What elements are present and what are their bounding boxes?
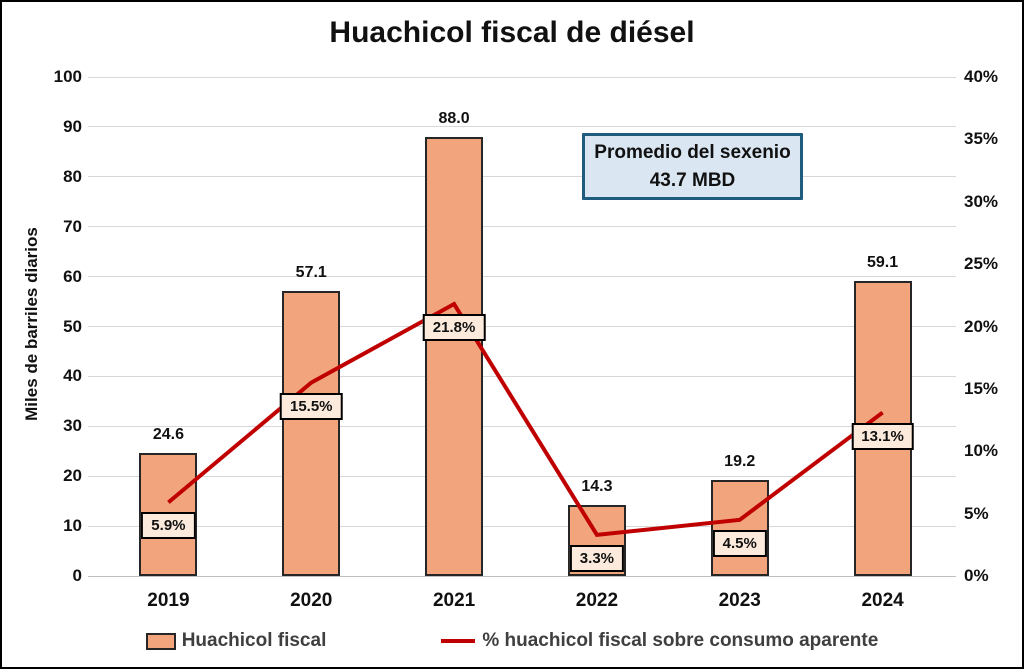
y-left-tick-label: 70 bbox=[63, 216, 82, 236]
y-right-tick-label: 40% bbox=[964, 67, 999, 86]
pct-label: 3.3% bbox=[569, 544, 625, 572]
gridline bbox=[88, 375, 956, 377]
y-left-tick-label: 40 bbox=[63, 366, 82, 386]
y-right-tick-label: 10% bbox=[964, 441, 999, 461]
y-left-tick-label: 30 bbox=[63, 416, 82, 436]
bar-value-label: 88.0 bbox=[438, 109, 470, 127]
bar-2023 bbox=[710, 480, 769, 576]
bar-value-label: 24.6 bbox=[152, 426, 184, 444]
y-left-tick-label: 0 bbox=[72, 566, 82, 585]
y-left-tick-label: 10 bbox=[63, 516, 82, 536]
y-right-tick-label: 25% bbox=[964, 254, 999, 274]
y-right-tick-label: 15% bbox=[964, 378, 999, 398]
x-axis-label: 2020 bbox=[290, 590, 333, 611]
gridline bbox=[88, 525, 956, 527]
legend-item-bars: Huachicol fiscal bbox=[145, 630, 327, 652]
bar-2021 bbox=[425, 136, 484, 576]
bar-2020 bbox=[282, 291, 341, 576]
y-left-tick-label: 90 bbox=[63, 116, 82, 136]
gridline bbox=[88, 276, 956, 278]
bar-swatch-icon bbox=[145, 632, 176, 650]
bar-value-label: 57.1 bbox=[295, 264, 327, 282]
y-left-tick-label: 60 bbox=[63, 266, 82, 286]
y-left-tick-label: 50 bbox=[63, 316, 82, 336]
y-right-tick-label: 5% bbox=[964, 503, 989, 523]
bar-value-label: 19.2 bbox=[724, 453, 756, 471]
y-right-tick-label: 20% bbox=[964, 316, 999, 336]
bar-value-label: 14.3 bbox=[581, 477, 613, 495]
y-right-tick-label: 0% bbox=[964, 566, 989, 585]
y-left-tick-label: 80 bbox=[63, 166, 82, 186]
gridline bbox=[88, 425, 956, 427]
pct-label: 15.5% bbox=[279, 392, 343, 420]
y-right-tick-label: 35% bbox=[964, 129, 999, 149]
x-axis-label: 2024 bbox=[861, 590, 904, 611]
pct-label: 4.5% bbox=[712, 529, 767, 557]
bar-value-label: 59.1 bbox=[867, 254, 899, 272]
annotation-line2: 43.7 MBD bbox=[649, 169, 736, 191]
pct-label: 13.1% bbox=[851, 422, 914, 450]
annotation-line1: Promedio del sexenio bbox=[594, 141, 791, 163]
x-axis-label: 2021 bbox=[432, 590, 476, 611]
legend-label-bars: Huachicol fiscal bbox=[181, 630, 327, 651]
y-right-tick-label: 30% bbox=[964, 191, 999, 211]
pct-label: 5.9% bbox=[141, 512, 196, 540]
x-axis-label: 2019 bbox=[147, 590, 190, 611]
annotation-box: Promedio del sexenio 43.7 MBD bbox=[582, 133, 803, 200]
y-left-tick-label: 100 bbox=[53, 67, 82, 86]
legend: Huachicol fiscal % huachicol fiscal sobr… bbox=[2, 630, 1022, 652]
x-axis-label: 2022 bbox=[575, 590, 619, 611]
gridline bbox=[88, 326, 956, 327]
y-left-tick-label: 20 bbox=[63, 466, 82, 486]
gridline bbox=[88, 126, 956, 128]
pct-label: 21.8% bbox=[422, 314, 486, 342]
legend-label-line: % huachicol fiscal sobre consumo aparent… bbox=[482, 630, 879, 651]
legend-item-line: % huachicol fiscal sobre consumo aparent… bbox=[441, 630, 878, 652]
gridline bbox=[88, 76, 956, 78]
gridline bbox=[88, 475, 956, 477]
gridline bbox=[88, 575, 956, 577]
gridline bbox=[88, 176, 956, 178]
line-swatch-icon bbox=[441, 639, 476, 643]
chart-title: Huachicol fiscal de diésel bbox=[329, 16, 695, 49]
gridline bbox=[88, 226, 956, 228]
x-axis-label: 2023 bbox=[718, 590, 761, 611]
